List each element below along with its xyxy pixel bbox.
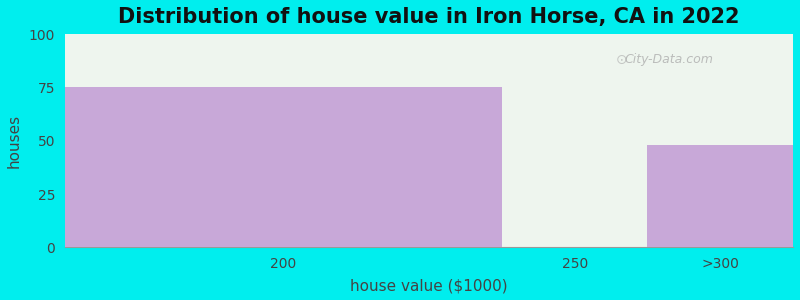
Y-axis label: houses: houses [7,114,22,168]
Bar [65,87,502,248]
Text: ⊙: ⊙ [616,53,628,67]
Bar [647,145,793,248]
Title: Distribution of house value in Iron Horse, CA in 2022: Distribution of house value in Iron Hors… [118,7,740,27]
Text: City-Data.com: City-Data.com [625,53,714,66]
X-axis label: house value ($1000): house value ($1000) [350,278,508,293]
